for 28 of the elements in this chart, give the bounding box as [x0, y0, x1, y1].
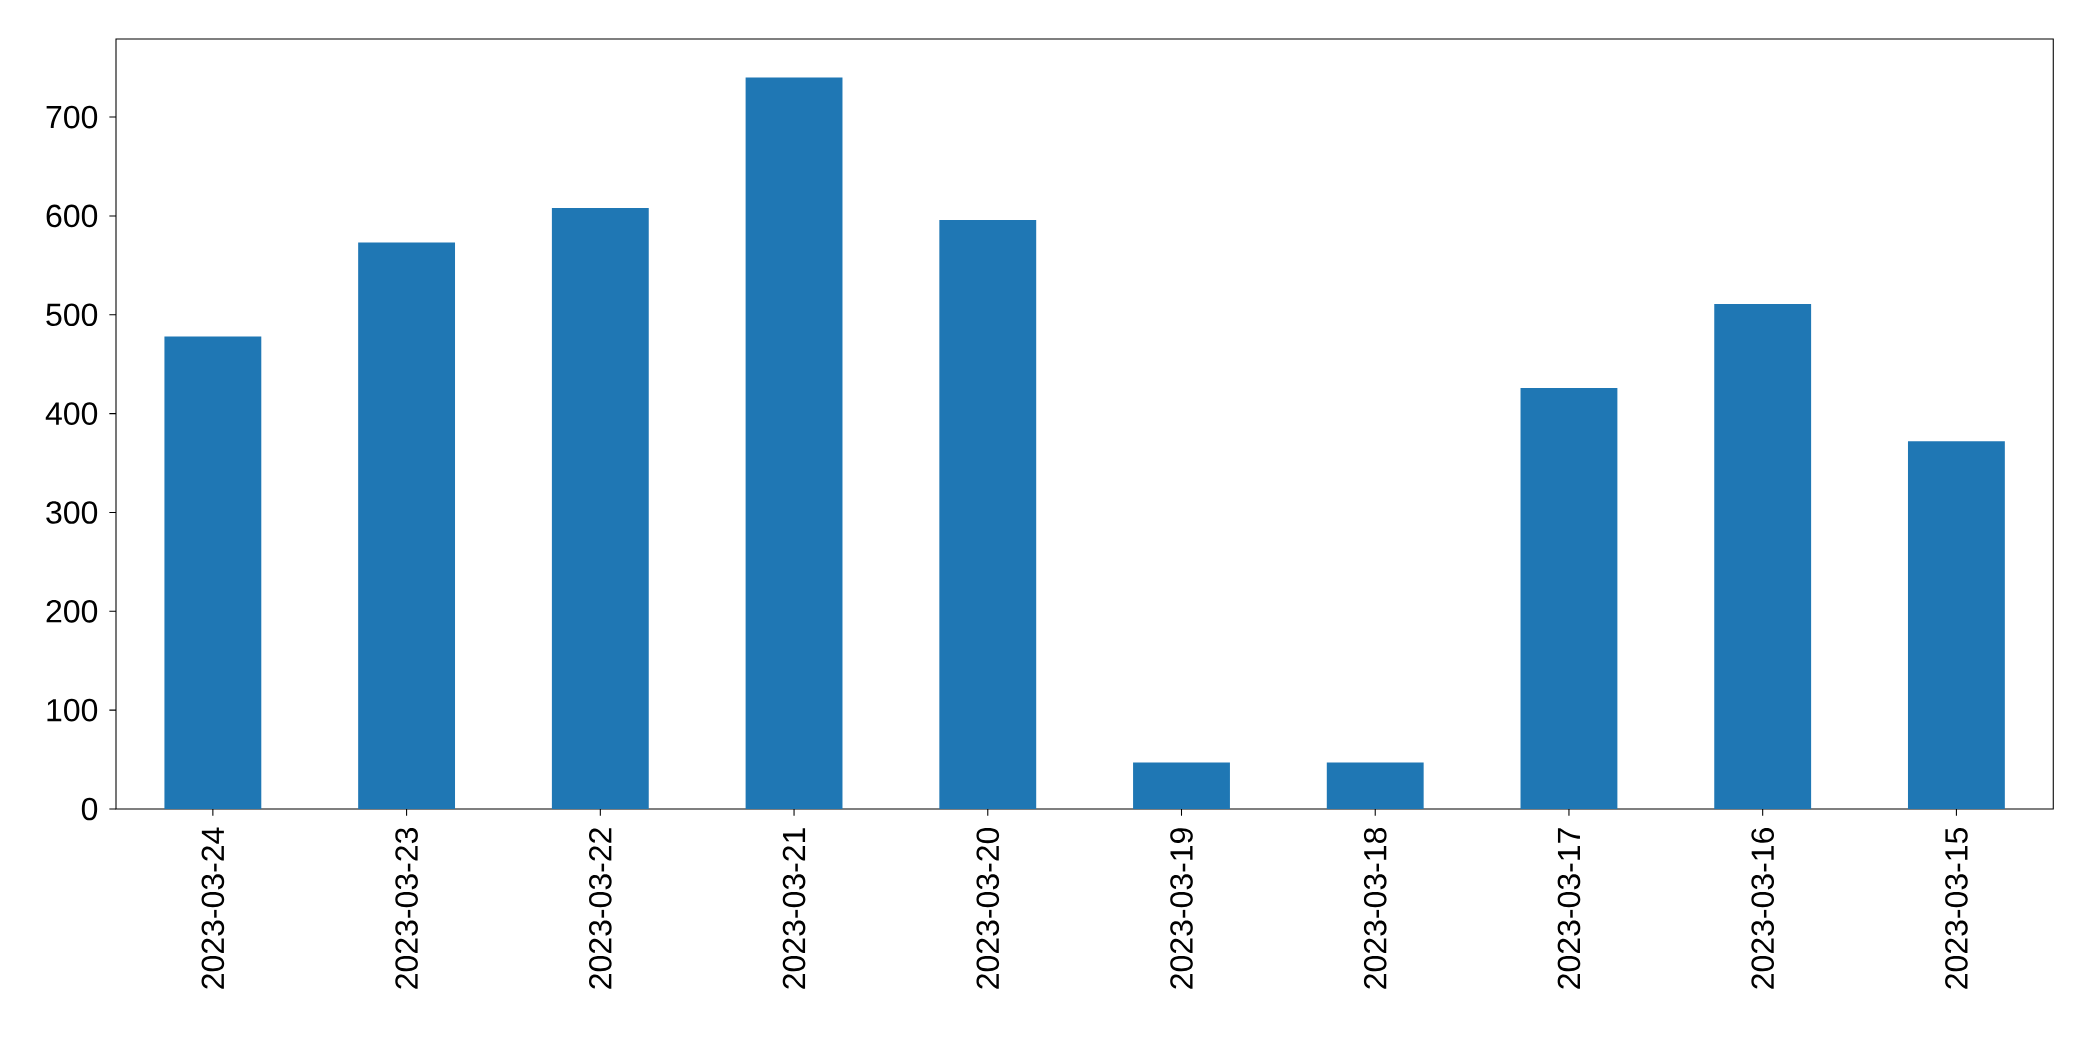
- x-tick-label: 2023-03-24: [201, 827, 225, 989]
- bar: [745, 77, 843, 809]
- bar: [1326, 762, 1424, 809]
- y-tick-label: 400: [45, 402, 98, 425]
- x-tick-label: 2023-03-16: [1751, 828, 1775, 989]
- x-tick-label: 2023-03-15: [1945, 827, 1968, 989]
- x-tick-label: 2023-03-23: [395, 828, 418, 989]
- x-tick-label: 2023-03-17: [1557, 828, 1581, 989]
- bar: [1133, 762, 1230, 809]
- bar: [358, 242, 456, 809]
- y-tick-label: 700: [46, 105, 98, 129]
- y-tick-label: 100: [47, 698, 98, 722]
- bar: [551, 208, 649, 809]
- bar: [939, 219, 1037, 809]
- y-tick-label: 500: [46, 303, 98, 327]
- bar: [164, 336, 262, 809]
- x-tick-label: 2023-03-21: [782, 828, 806, 989]
- bar: [1714, 303, 1812, 809]
- y-tick-label: 200: [46, 599, 98, 623]
- bar: [1907, 441, 2005, 809]
- x-tick-label: 2023-03-18: [1363, 828, 1387, 989]
- x-tick-label: 2023-03-20: [976, 827, 1000, 989]
- y-tick-label: 600: [46, 204, 98, 228]
- x-tick-label: 2023-03-22: [589, 828, 612, 989]
- y-tick-label: 300: [46, 501, 98, 524]
- x-tick-label: 2023-03-19: [1170, 828, 1193, 989]
- bar: [1520, 387, 1618, 809]
- y-tick-label: 0: [81, 797, 98, 821]
